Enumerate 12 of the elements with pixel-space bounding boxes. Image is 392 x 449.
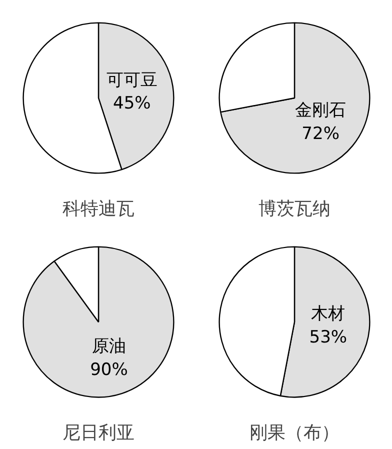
text: 科特迪瓦 xyxy=(62,198,134,220)
slice-label: 金刚石 xyxy=(295,100,346,121)
text: 尼日利亚 xyxy=(62,422,134,444)
slice-label: 原油 xyxy=(92,336,126,357)
data-label: 90% xyxy=(90,360,128,380)
text: 刚果（布） xyxy=(250,422,340,444)
data-label: 72% xyxy=(302,124,340,144)
slice-label: 木材 xyxy=(311,304,346,324)
data-label: 53% xyxy=(309,327,348,348)
slice-label: 可可豆 xyxy=(106,70,158,90)
data-label: 45% xyxy=(113,94,151,114)
text: 博茨瓦纳 xyxy=(258,198,330,220)
